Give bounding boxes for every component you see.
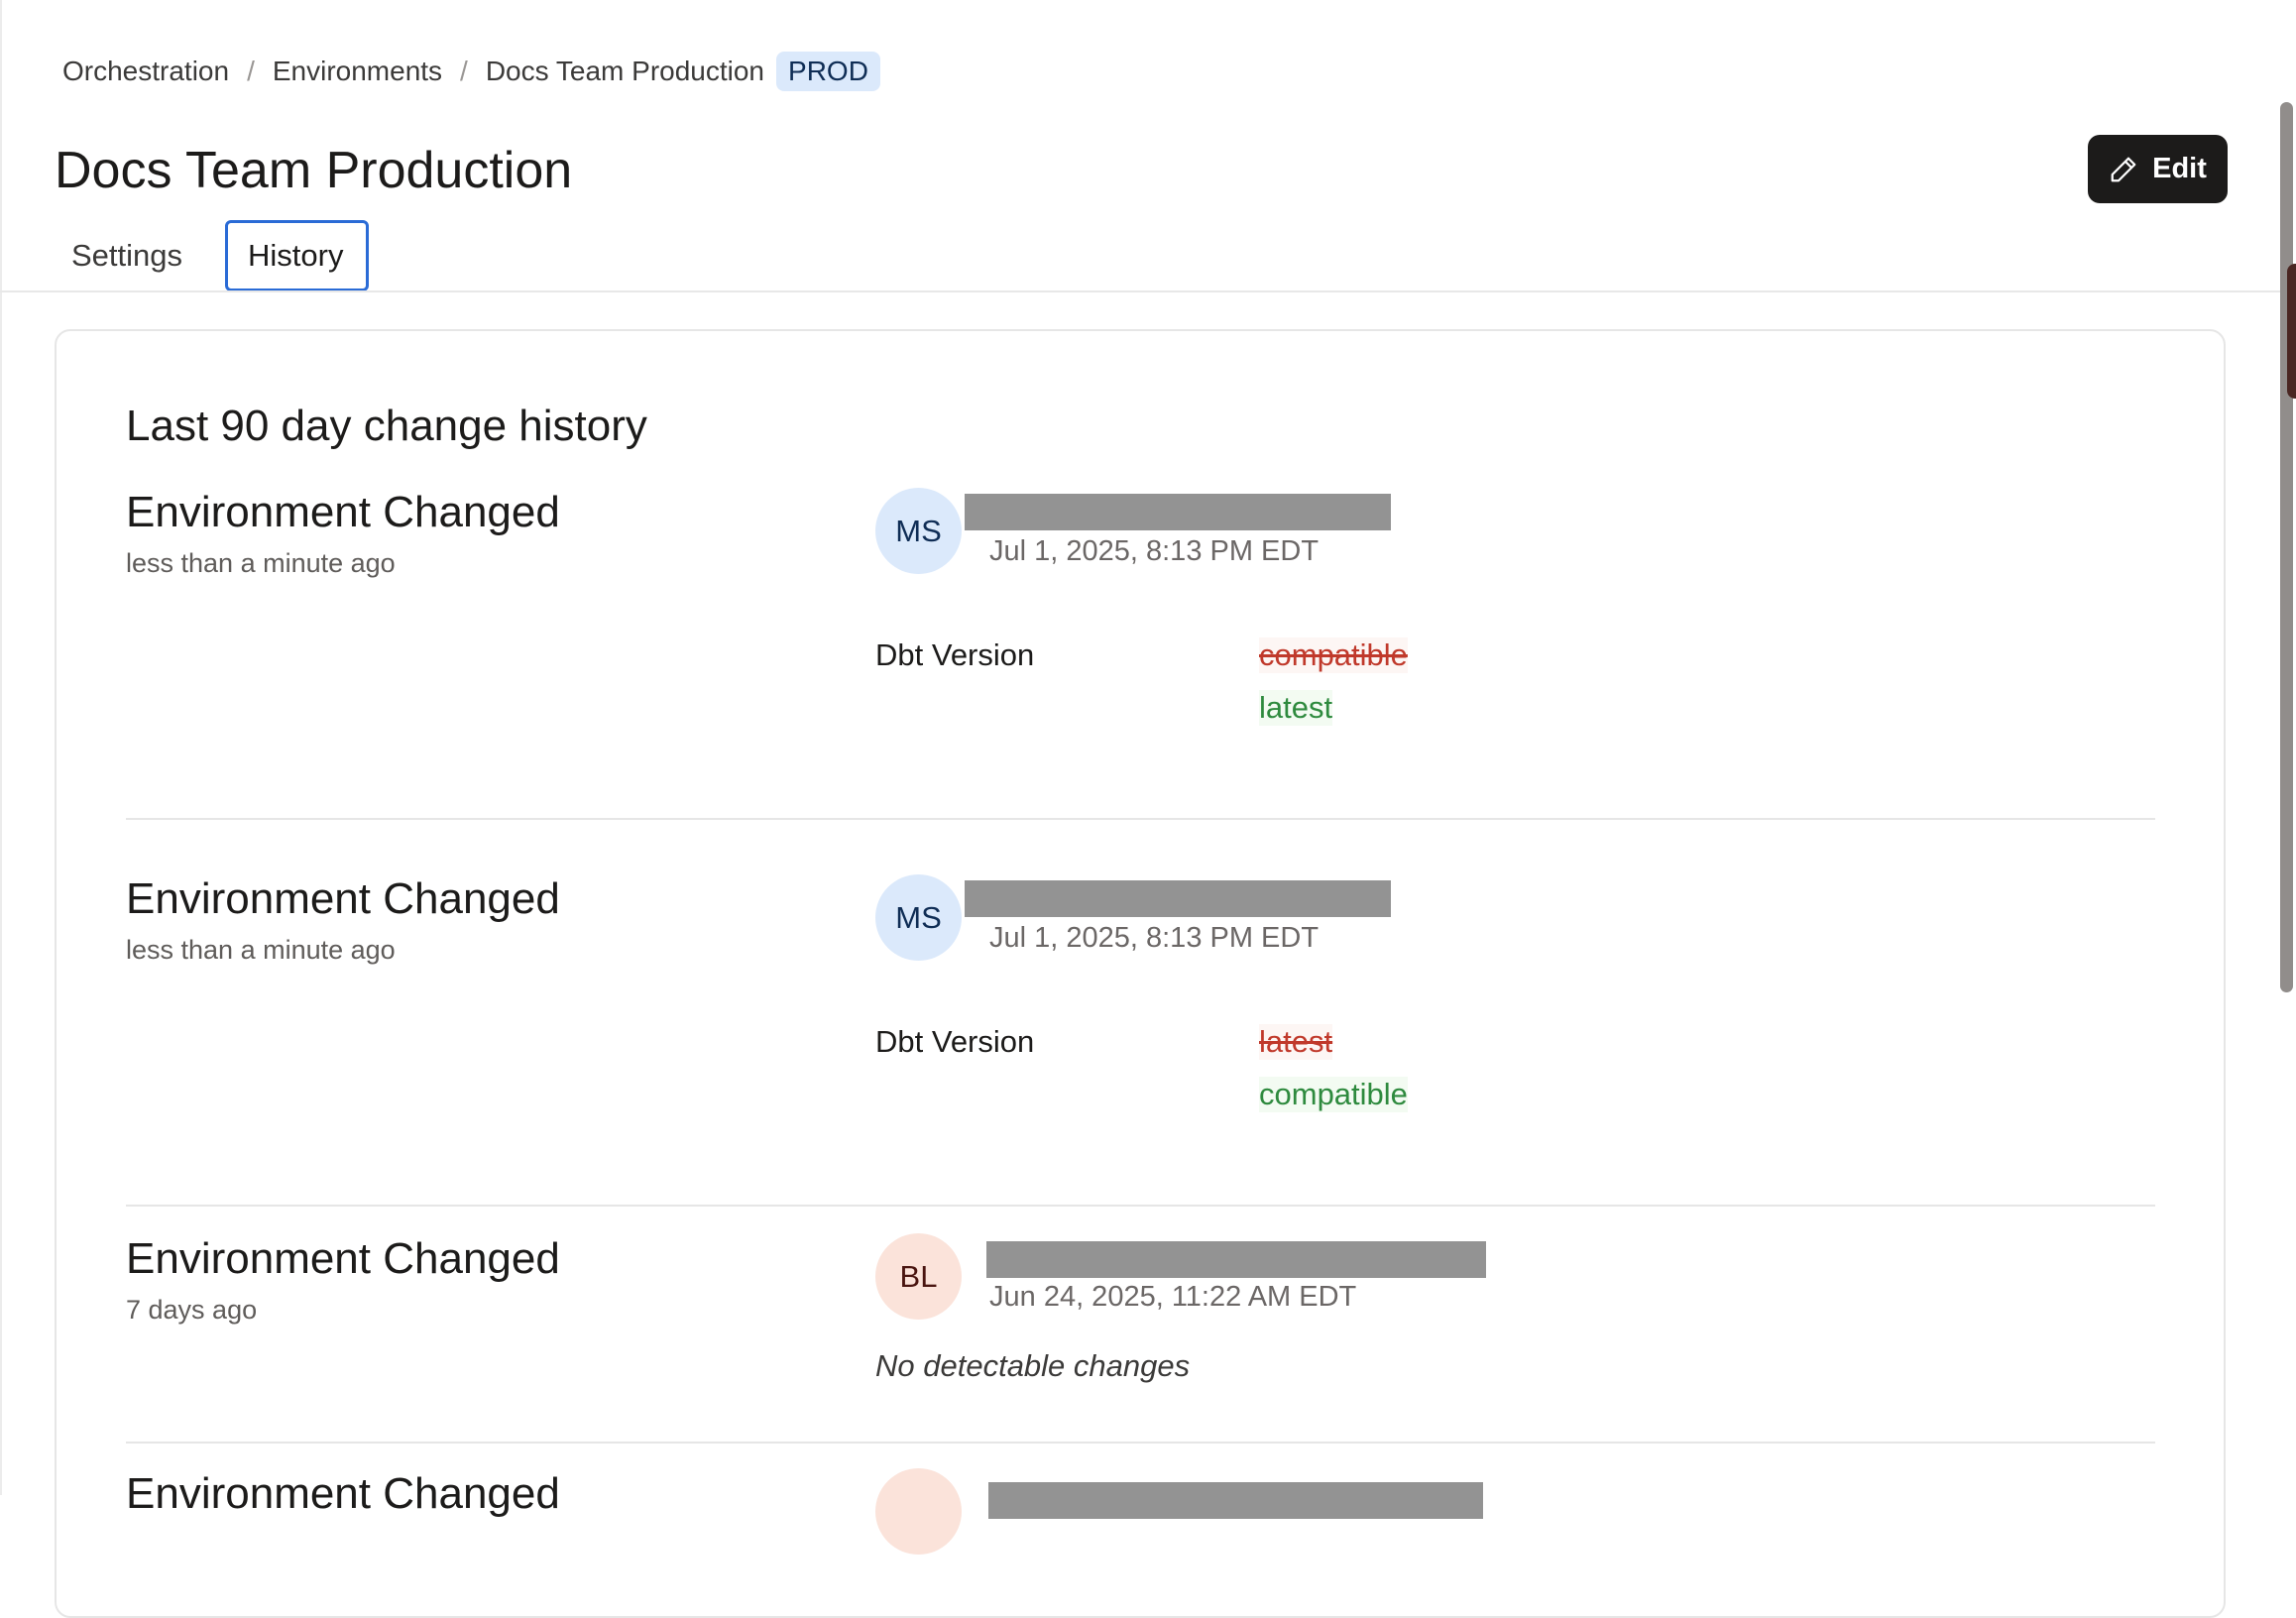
redacted-user-name xyxy=(986,1241,1486,1278)
change-field: Dbt Version xyxy=(875,1024,1035,1059)
entry-divider xyxy=(126,1205,2155,1207)
change-old-value: compatible xyxy=(1259,637,1408,673)
entry-divider xyxy=(126,1442,2155,1444)
environment-badge: PROD xyxy=(776,52,880,91)
entry-title: Environment Changed xyxy=(126,488,560,536)
entry-relative-time: 7 days ago xyxy=(126,1295,258,1325)
entry-timestamp: Jun 24, 2025, 11:22 AM EDT xyxy=(989,1281,1357,1313)
entry-relative-time: less than a minute ago xyxy=(126,548,396,578)
avatar: MS xyxy=(875,874,962,961)
redacted-user-name xyxy=(965,494,1391,530)
breadcrumb: Orchestration / Environments / Docs Team… xyxy=(62,52,880,91)
entry-relative-time: less than a minute ago xyxy=(126,935,396,965)
entry-divider xyxy=(126,818,2155,820)
avatar: MS xyxy=(875,488,962,574)
entry-timestamp: Jul 1, 2025, 8:13 PM EDT xyxy=(989,922,1320,954)
breadcrumb-environments[interactable]: Environments xyxy=(272,56,443,86)
tab-history[interactable]: History xyxy=(225,220,369,291)
tab-settings[interactable]: Settings xyxy=(71,238,183,273)
change-new-value: latest xyxy=(1259,690,1333,726)
breadcrumb-orchestration[interactable]: Orchestration xyxy=(62,56,230,86)
edit-label: Edit xyxy=(2152,153,2207,184)
left-border xyxy=(0,0,2,1495)
scrollbar[interactable] xyxy=(2280,102,2293,992)
entry-title: Environment Changed xyxy=(126,874,560,923)
breadcrumb-separator: / xyxy=(247,56,255,86)
breadcrumb-current: Docs Team Production xyxy=(485,56,765,86)
breadcrumb-separator: / xyxy=(460,56,468,86)
avatar: BL xyxy=(875,1233,962,1320)
change-new-value: compatible xyxy=(1259,1077,1408,1112)
no-changes-text: No detectable changes xyxy=(875,1348,1191,1383)
change-old-value: latest xyxy=(1259,1024,1333,1060)
entry-timestamp: Jul 1, 2025, 8:13 PM EDT xyxy=(989,535,1320,567)
history-title: Last 90 day change history xyxy=(126,402,647,450)
page-title: Docs Team Production xyxy=(55,142,573,199)
redacted-user-name xyxy=(965,880,1391,917)
entry-title: Environment Changed xyxy=(126,1469,560,1518)
tabs-divider xyxy=(0,290,2280,292)
redacted-user-name xyxy=(988,1482,1483,1519)
edit-button[interactable]: Edit xyxy=(2088,135,2228,203)
pencil-icon xyxy=(2111,157,2136,181)
change-field: Dbt Version xyxy=(875,637,1035,672)
side-panel-handle[interactable] xyxy=(2287,264,2296,399)
entry-title: Environment Changed xyxy=(126,1234,560,1283)
avatar xyxy=(875,1468,962,1555)
